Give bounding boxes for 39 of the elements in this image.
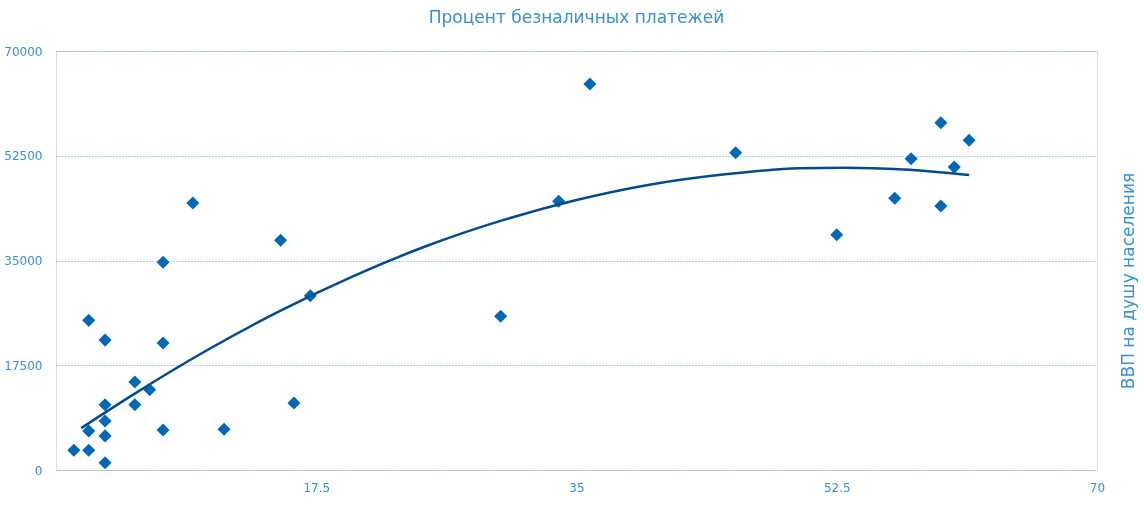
point xyxy=(274,233,288,247)
point xyxy=(934,116,948,130)
point xyxy=(67,443,81,457)
point xyxy=(82,443,96,457)
point xyxy=(128,398,142,412)
y-tick-label: 0 xyxy=(34,463,43,478)
point xyxy=(98,414,112,428)
point xyxy=(156,255,170,269)
point xyxy=(128,375,142,389)
point xyxy=(962,133,976,147)
point xyxy=(904,152,918,166)
y-axis-title: ВВП на душу населения xyxy=(1117,172,1138,390)
point xyxy=(98,333,112,347)
point xyxy=(98,456,112,470)
point xyxy=(98,398,112,412)
point xyxy=(217,422,231,436)
x-tick-label: 17.5 xyxy=(303,480,331,495)
point xyxy=(156,336,170,350)
point xyxy=(82,313,96,327)
y-tick-label: 17500 xyxy=(4,358,43,373)
y-tick-label: 52500 xyxy=(4,149,43,164)
point xyxy=(830,228,844,242)
point xyxy=(888,191,902,205)
point xyxy=(186,196,200,210)
y-tick-label: 70000 xyxy=(4,44,43,59)
x-tick-label: 35 xyxy=(569,480,585,495)
point xyxy=(583,77,597,91)
x-tick-label: 52.5 xyxy=(823,480,851,495)
chart-title: Процент безналичных платежей xyxy=(428,7,725,27)
point xyxy=(947,160,961,174)
point xyxy=(287,396,301,410)
x-tick-label: 70 xyxy=(1089,480,1106,495)
point xyxy=(98,429,112,443)
y-tick-label: 35000 xyxy=(4,254,43,268)
point xyxy=(156,423,170,437)
point xyxy=(494,309,508,323)
point xyxy=(82,424,96,438)
point xyxy=(729,146,743,160)
point xyxy=(934,199,948,213)
